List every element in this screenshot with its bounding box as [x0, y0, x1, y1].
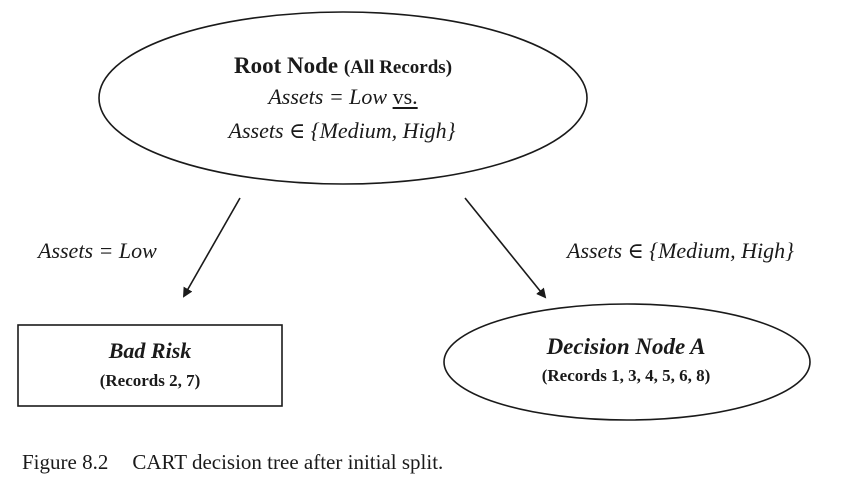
root-node-ellipse	[98, 11, 588, 185]
root-split-low-expr: Assets = Low	[268, 84, 388, 109]
bad-risk-title: Bad Risk	[108, 338, 192, 363]
root-node-title-main: Root Node	[233, 53, 339, 78]
left-edge-label: Assets = Low	[38, 238, 157, 263]
right-edge-label: Assets ∈ {Medium, High}	[567, 238, 794, 263]
root-split-line1: Assets = Low vs.	[268, 86, 417, 108]
left-branch-arrow	[183, 197, 241, 298]
decision-node-a-ellipse	[443, 303, 811, 421]
bad-risk-records: (Records 2, 7)	[99, 371, 201, 390]
bad-risk-leaf-box	[17, 324, 283, 407]
decision-node-a-records: (Records 1, 3, 4, 5, 6, 8)	[541, 366, 711, 385]
decision-node-a-title: Decision Node A	[546, 334, 706, 359]
root-split-vs: vs.	[392, 84, 418, 109]
figure-caption: Figure 8.2 CART decision tree after initi…	[22, 452, 443, 473]
figure-caption-text: CART decision tree after initial split.	[132, 450, 444, 474]
root-node-title-note: (All Records)	[343, 57, 453, 78]
root-split-line2: Assets ∈ {Medium, High}	[228, 118, 456, 143]
figure-number: Figure 8.2	[22, 450, 109, 474]
root-node-title: Root Node (All Records)	[234, 54, 452, 77]
right-branch-arrow	[464, 197, 547, 299]
